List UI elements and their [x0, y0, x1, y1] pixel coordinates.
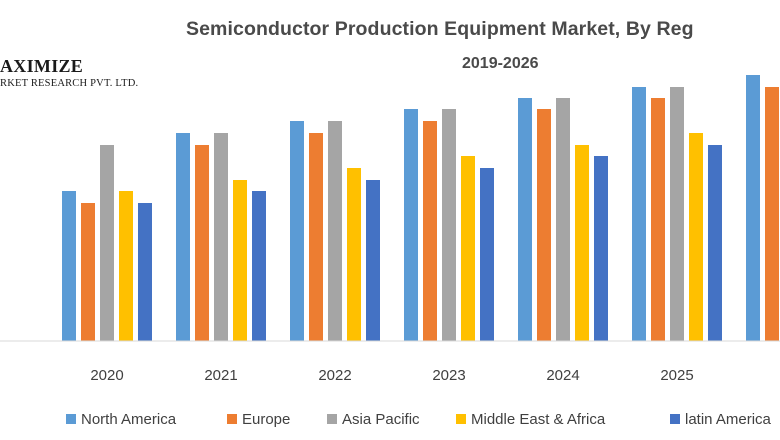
bar-europe-2020	[81, 203, 95, 341]
legend-label: latin America	[685, 410, 771, 428]
company-logo-name: AXIMIZE	[0, 56, 84, 76]
x-tick-label: 2020	[90, 367, 123, 384]
x-tick-label: 2024	[546, 367, 579, 384]
bar-asia-pacific-2020	[100, 145, 114, 341]
company-logo-tagline: RKET RESEARCH PVT. LTD.	[0, 78, 139, 89]
bar-north-america-2024	[518, 98, 532, 341]
legend-item: latin America	[670, 409, 771, 429]
legend-label: Europe	[242, 410, 291, 428]
legend-item: Europe	[227, 409, 290, 429]
bar-europe-2023	[423, 121, 437, 341]
bar-north-america-2023	[404, 109, 418, 341]
bar-europe-2022	[309, 133, 323, 341]
legend-swatch	[670, 414, 680, 424]
bar-north-america-2021	[176, 133, 190, 341]
bar-latin-america-2024	[594, 156, 608, 341]
x-tick-label: 2025	[660, 367, 693, 384]
bars-layer	[62, 75, 779, 341]
legend-label: Middle East & Africa	[471, 410, 606, 428]
bar-north-america-20	[746, 75, 760, 341]
bar-asia-pacific-2024	[556, 98, 570, 341]
bar-middle-east-africa-2025	[689, 133, 703, 341]
bar-north-america-2020	[62, 191, 76, 341]
legend-item: Middle East & Africa	[456, 409, 605, 429]
bar-latin-america-2022	[366, 180, 380, 341]
legend-swatch	[227, 414, 237, 424]
x-tick-labels: 920202021202220232024202520	[90, 367, 693, 384]
bar-latin-america-2025	[708, 145, 722, 341]
bar-asia-pacific-2025	[670, 87, 684, 341]
bar-north-america-2025	[632, 87, 646, 341]
bar-latin-america-2021	[252, 191, 266, 341]
bar-europe-20	[765, 87, 779, 341]
bar-asia-pacific-2023	[442, 109, 456, 341]
legend-item: Asia Pacific	[327, 409, 420, 429]
legend-swatch	[327, 414, 337, 424]
bar-latin-america-2020	[138, 203, 152, 341]
chart-title: Semiconductor Production Equipment Marke…	[186, 18, 694, 40]
legend-label: Asia Pacific	[342, 410, 420, 428]
legend-swatch	[456, 414, 466, 424]
chart-subtitle: 2019-2026	[462, 55, 539, 72]
x-tick-label: 2023	[432, 367, 465, 384]
bar-middle-east-africa-2023	[461, 156, 475, 341]
bar-middle-east-africa-2024	[575, 145, 589, 341]
bar-europe-2024	[537, 109, 551, 341]
legend-label: North America	[81, 410, 177, 428]
bar-middle-east-africa-2020	[119, 191, 133, 341]
legend-swatch	[66, 414, 76, 424]
x-tick-label: 2021	[204, 367, 237, 384]
bar-asia-pacific-2022	[328, 121, 342, 341]
bar-north-america-2022	[290, 121, 304, 341]
bar-europe-2025	[651, 98, 665, 341]
bar-asia-pacific-2021	[214, 133, 228, 341]
bar-europe-2021	[195, 145, 209, 341]
legend-item: North America	[66, 409, 176, 429]
bar-latin-america-2023	[480, 168, 494, 341]
x-tick-label: 2022	[318, 367, 351, 384]
bar-middle-east-africa-2021	[233, 180, 247, 341]
bar-middle-east-africa-2022	[347, 168, 361, 341]
